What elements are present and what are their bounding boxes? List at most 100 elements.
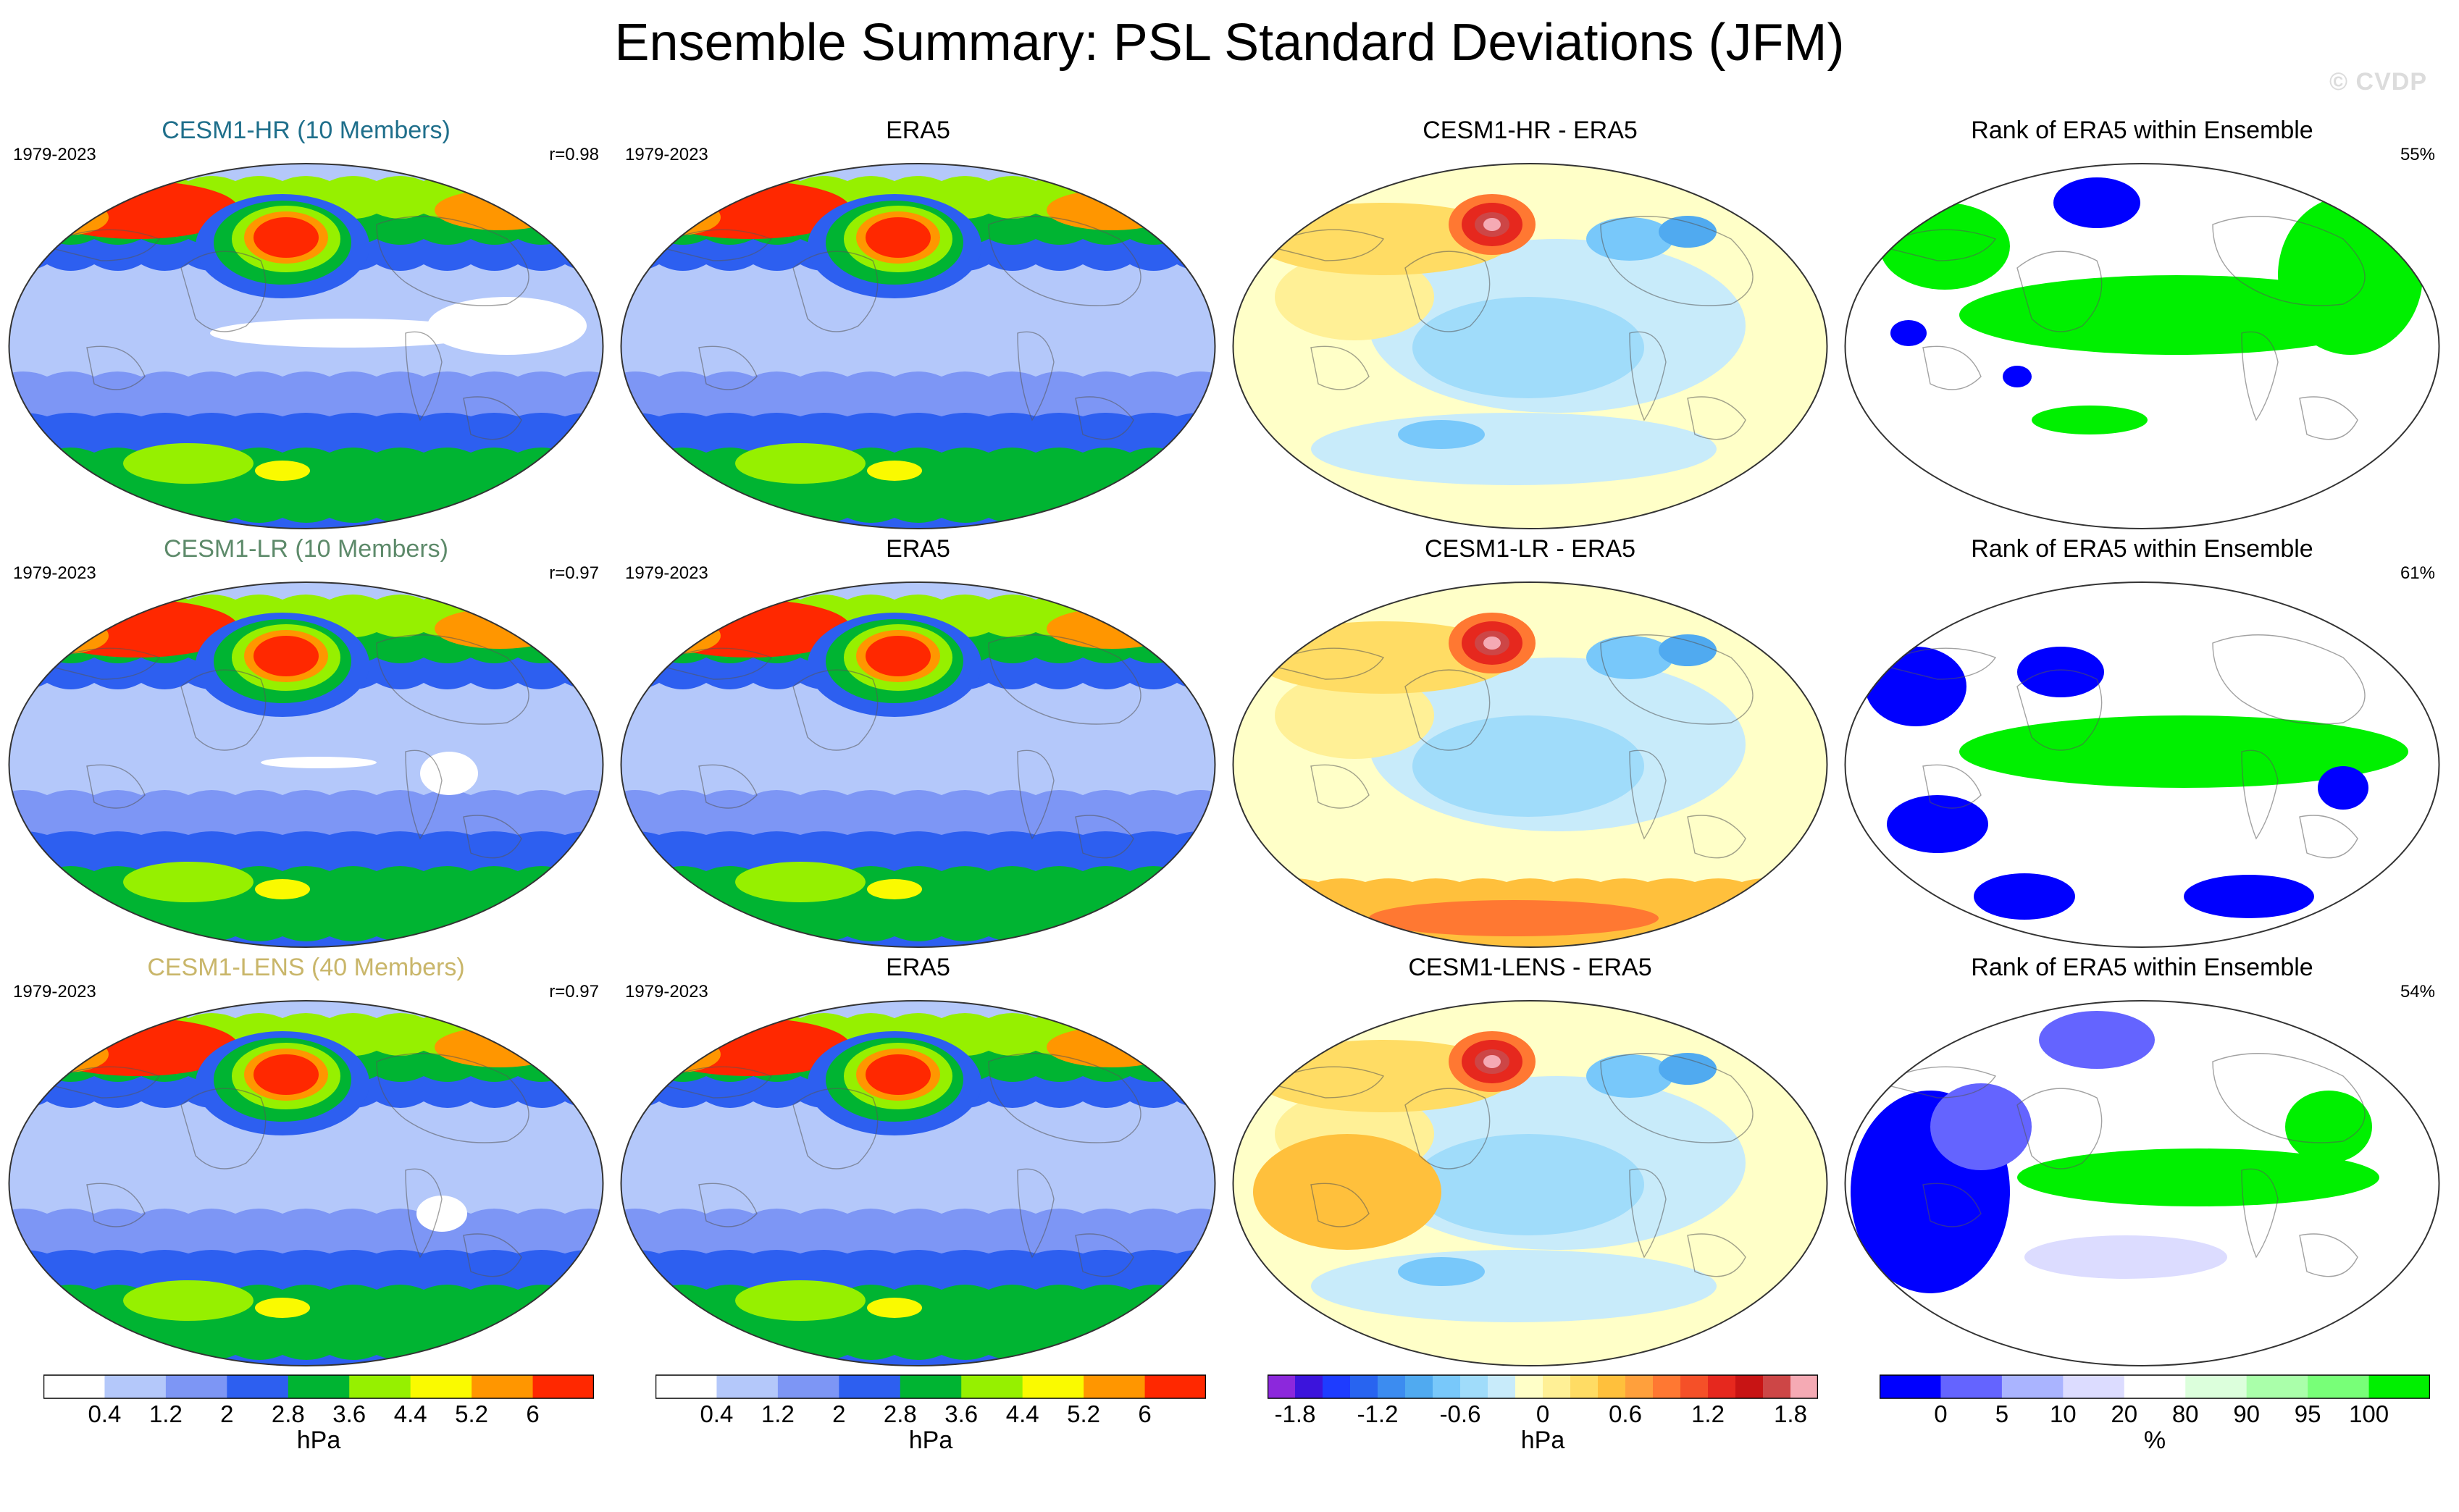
colorbar-tick-label: 0 [1934,1400,1948,1427]
aleutian-red [866,636,931,676]
colorbar-frame [1267,1374,1819,1399]
global-map [620,163,1216,529]
coastline [792,251,879,332]
pacific-blue-core [1412,297,1644,398]
blue-east [2318,766,2368,810]
colorbar-swatch [961,1375,1023,1398]
coastline [2241,1168,2279,1259]
southern-peak [867,879,922,899]
panel-title: Rank of ERA5 within Ensemble [1971,535,2313,563]
map-panel-model: CESM1-LENS (40 Members) 1979-2023 r=0.97 [0,953,612,1366]
colorbar-swatch [839,1375,901,1398]
map-panel-model: CESM1-HR (10 Members) 1979-2023 r=0.98 [0,116,612,529]
coastline [2016,1088,2103,1169]
map-border [620,1000,1216,1366]
global-map [1844,1000,2440,1366]
map-panel-diff: CESM1-LENS - ERA5 [1224,953,1836,1366]
aleutian-red [866,1054,931,1095]
colorbar-units: hPa [908,1427,953,1454]
aleutian-red [254,636,319,676]
north-atlantic-max [1047,1027,1177,1067]
colorbar-swatch [1460,1375,1488,1398]
colorbar-tick-label: 1.2 [148,1400,183,1427]
colorbar-ticks: -1.8 -1.2 -0.6 0 0.6 1.2 1.8 [1268,1400,1840,1429]
colorbar-tick-label: 2.8 [271,1400,305,1427]
coastline [653,229,773,261]
southern-peak [867,1298,922,1318]
colorbar-tick-label: 3.6 [944,1400,979,1427]
colorbar-tick-label: 5.2 [1067,1400,1101,1427]
panel-years: 1979-2023 [625,145,708,164]
coastline [2212,216,2366,306]
global-map [8,581,604,948]
coastline [1877,1066,1997,1099]
coastline [2016,251,2103,332]
colorbar-swatch [1735,1375,1764,1398]
atlantic-orange [1253,1134,1441,1250]
colorbar-tick-label: 1.2 [761,1400,795,1427]
panel-stat: r=0.97 [549,982,599,1001]
blue-southwest [1887,795,1988,853]
colorbar-swatches [1879,1374,2431,1399]
blue-south-2 [2184,875,2314,918]
southern-peak-band [9,866,603,941]
map-panel-model: CESM1-LR (10 Members) 1979-2023 r=0.97 [0,534,612,948]
colorbar-swatches [43,1374,595,1399]
panel-title: CESM1-HR - ERA5 [1423,117,1638,144]
watermark: © CVDP [2329,68,2427,96]
coastline [180,251,267,332]
panel-stat: 55% [2400,145,2435,164]
colorbar-tick-label: 10 [2049,1400,2077,1427]
coastline [1922,764,1982,809]
colorbar-units: % [2143,1427,2166,1454]
coastline [41,647,161,680]
coastline [41,229,161,261]
max-core [1483,637,1501,650]
panel-years: 1979-2023 [625,982,708,1001]
green-west [1880,203,2010,290]
coastline [1922,345,1982,390]
coastline [792,1088,879,1169]
colorbar-swatch [900,1375,962,1398]
colorbar-swatch [288,1375,350,1398]
aleutian-red [254,217,319,258]
max-core [1483,1055,1501,1068]
neg-blue-2 [1659,216,1717,248]
colorbar-swatches [655,1374,1207,1399]
colorbar-swatch [1940,1375,2003,1398]
panel-years: 1979-2023 [13,982,96,1001]
colorbar-std2: 0.4 1.2 2 2.8 3.6 4.4 5.2 6 hPa [655,1374,1228,1512]
coastline [653,1066,773,1099]
colorbar-tick-label: 6 [1138,1400,1152,1427]
map-panel-diff: CESM1-HR - ERA5 [1224,116,1836,529]
colorbar-swatch [2001,1375,2064,1398]
colorbar-swatch [2185,1375,2248,1398]
blue-north [2017,647,2104,697]
panel-title: CESM1-LR (10 Members) [164,535,448,563]
coastline [463,396,522,440]
panel-stat: r=0.97 [549,563,599,583]
map-panel-rank: Rank of ERA5 within Ensemble 55% [1836,116,2448,529]
colorbar-tick-label: 1.8 [1774,1400,1807,1427]
coastline [1310,1183,1370,1227]
global-map [1232,163,1828,529]
coastline [988,634,1141,725]
southern-max [123,443,254,484]
colorbar-swatch [1570,1375,1599,1398]
southern-max [735,862,866,902]
max-core [1483,218,1501,231]
panel-years: 1979-2023 [13,145,96,164]
global-map [1232,581,1828,948]
colorbar-swatch [655,1375,717,1398]
neg-blue-2 [1659,634,1717,666]
colorbar-units: hPa [1520,1427,1565,1454]
colorbar-swatch [1350,1375,1378,1398]
green-east [2285,1091,2372,1163]
coastline [2241,749,2279,840]
colorbar-swatch [1543,1375,1571,1398]
map-panel-model: ERA5 1979-2023 [612,534,1224,948]
coastline [988,1053,1141,1143]
north-atlantic-max [435,1027,565,1067]
colorbar-swatch [1790,1375,1819,1398]
map-border [1844,163,2440,529]
